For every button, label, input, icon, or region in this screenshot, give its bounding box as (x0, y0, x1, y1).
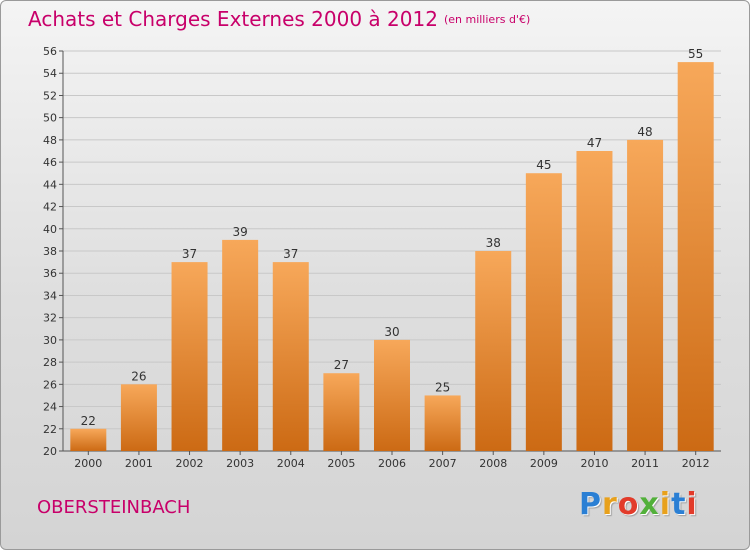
bar (677, 62, 714, 451)
y-tick-label: 20 (43, 445, 57, 458)
bar (576, 151, 613, 451)
labels: 20 22 24 26 28 30 32 34 36 38 40 42 44 46 48 50 52 54 56 22… (43, 45, 710, 470)
y-tick-label: 42 (43, 201, 57, 214)
proxiti-logo[interactable]: Proxiti (579, 487, 698, 522)
y-tick-label: 34 (43, 289, 57, 302)
x-tick-label: 2005 (327, 457, 355, 470)
x-tick-label: 2008 (479, 457, 507, 470)
y-tick-label: 22 (43, 423, 57, 436)
bar (374, 339, 410, 451)
bar-value-label: 30 (384, 325, 399, 339)
y-tick-label: 28 (43, 356, 57, 369)
bar-value-label: 55 (688, 47, 703, 61)
chart-title-text: Achats et Charges Externes 2000 à 2012 (28, 7, 438, 31)
bar-value-label: 48 (637, 125, 652, 139)
bar (475, 251, 512, 451)
bar-value-label: 39 (233, 225, 248, 239)
x-tick-label: 2004 (277, 457, 305, 470)
x-tick-label: 2012 (682, 457, 710, 470)
bar (272, 262, 309, 451)
place-name: OBERSTEINBACH (37, 497, 191, 518)
chart-title: Achats et Charges Externes 2000 à 2012 (e… (28, 7, 530, 31)
y-tick-label: 40 (43, 223, 57, 236)
y-tick-label: 24 (43, 401, 57, 414)
bar (323, 373, 360, 451)
bar-value-label: 22 (81, 414, 96, 428)
y-tick-label: 52 (43, 89, 57, 102)
bar-value-label: 38 (486, 236, 501, 250)
bar (627, 139, 664, 451)
bar (120, 384, 157, 451)
y-tick-label: 46 (43, 156, 57, 169)
x-tick-label: 2011 (631, 457, 659, 470)
x-tick-label: 2000 (74, 457, 102, 470)
bar (424, 395, 461, 451)
bar-value-label: 37 (283, 247, 298, 261)
x-tick-label: 2007 (429, 457, 457, 470)
bar-value-label: 26 (131, 369, 146, 383)
y-tick-label: 30 (43, 334, 57, 347)
x-tick-label: 2003 (226, 457, 254, 470)
y-tick-label: 48 (43, 134, 57, 147)
y-tick-label: 36 (43, 267, 57, 280)
bar (70, 428, 107, 451)
y-tick-label: 54 (43, 67, 57, 80)
y-tick-label: 50 (43, 112, 57, 125)
x-tick-label: 2001 (125, 457, 153, 470)
x-tick-label: 2002 (176, 457, 204, 470)
x-tick-label: 2006 (378, 457, 406, 470)
y-tick-label: 26 (43, 378, 57, 391)
chart-subtitle: (en milliers d'€) (443, 13, 531, 26)
x-tick-label: 2009 (530, 457, 558, 470)
bar-value-label: 37 (182, 247, 197, 261)
y-tick-label: 44 (43, 178, 57, 191)
bar (525, 173, 562, 451)
bar (171, 262, 208, 451)
bar (222, 239, 259, 451)
x-tick-label: 2010 (580, 457, 608, 470)
y-tick-label: 32 (43, 312, 57, 325)
y-tick-label: 38 (43, 245, 57, 258)
bar-value-label: 45 (536, 158, 551, 172)
bar-value-label: 27 (334, 358, 349, 372)
bar-value-label: 25 (435, 380, 450, 394)
bars (70, 62, 714, 451)
bar-value-label: 47 (587, 136, 602, 150)
y-tick-label: 56 (43, 45, 57, 58)
